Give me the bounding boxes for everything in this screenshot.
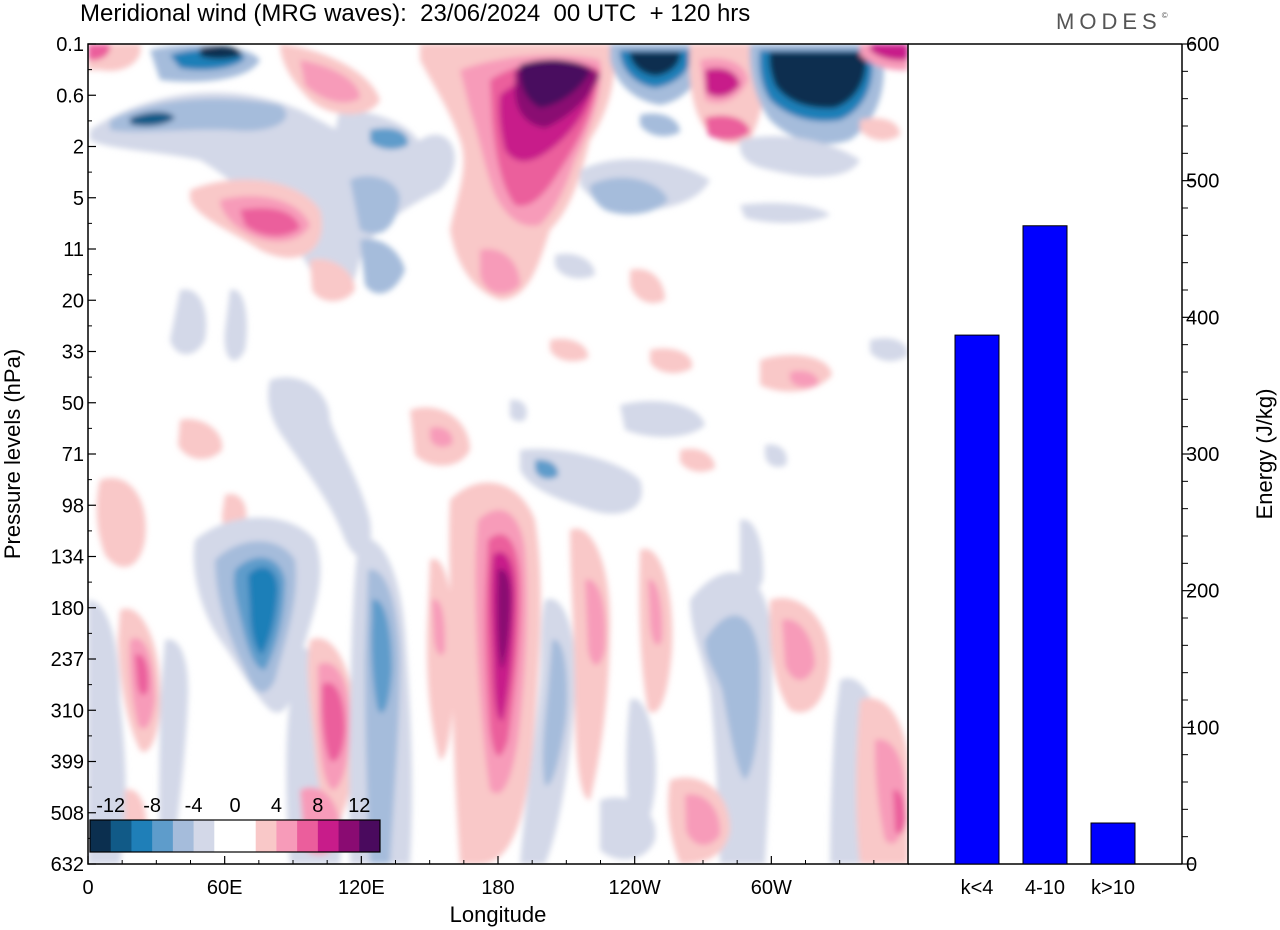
y-tick-label: 2: [73, 137, 84, 159]
colorbar-swatch: [131, 820, 153, 852]
bar-y-tick-label: 0: [1186, 854, 1197, 876]
heatmap-y-axis-title: Pressure levels (hPa): [0, 349, 25, 559]
colorbar-swatch: [338, 820, 360, 852]
energy-bar: [1022, 225, 1068, 865]
y-tick-label: 632: [51, 854, 84, 876]
colorbar-swatch: [235, 820, 257, 852]
colorbar-swatch: [90, 820, 112, 852]
colorbar-swatch: [152, 820, 174, 852]
y-tick-label: 237: [51, 649, 84, 671]
bar-y-tick-label: 400: [1186, 307, 1219, 329]
y-tick-label: 50: [62, 393, 84, 415]
y-tick-label: 180: [51, 598, 84, 620]
colorbar-swatch: [317, 820, 340, 852]
colorbar-swatch: [359, 820, 381, 852]
colorbar: -12 -8 -4 0 4 8 12: [89, 795, 381, 853]
y-tick-label: 0.6: [56, 85, 84, 107]
energy-bar: [954, 334, 1000, 865]
chart-title: Meridional wind (MRG waves): 23/06/2024 …: [80, 0, 751, 27]
colorbar-swatch: [110, 820, 132, 852]
colorbar-frame: [89, 819, 381, 853]
energy-bar: [1090, 822, 1136, 865]
colorbar-swatch: [193, 820, 215, 852]
bar-y-tick-label: 600: [1186, 34, 1219, 56]
brand-mark: ©: [1161, 11, 1168, 20]
heatmap-x-axis: 0 60E 120E 180 120W 60W: [82, 856, 875, 899]
bar-category-label: k<4: [961, 877, 994, 899]
x-tick-label: 0: [82, 877, 93, 899]
bar-y-tick-label: 500: [1186, 171, 1219, 193]
bar-y-tick-label: 100: [1186, 717, 1219, 739]
heatmap-x-axis-title: Longitude: [450, 902, 547, 927]
y-tick-label: 0.1: [56, 34, 84, 56]
colorbar-label: 12: [348, 795, 370, 817]
x-tick-label: 180: [481, 877, 514, 899]
y-tick-label: 310: [51, 700, 84, 722]
brand-logo: MODES©: [1056, 9, 1168, 35]
y-tick-label: 98: [62, 495, 84, 517]
x-tick-label: 120E: [338, 877, 385, 899]
colorbar-swatch: [276, 820, 298, 852]
colorbar-label: 0: [229, 795, 240, 817]
colorbar-swatch: [255, 820, 277, 852]
bar-y-axis-title: Energy (J/kg): [1252, 389, 1277, 520]
bar-x-axis: k<4 4-10 k>10: [961, 877, 1135, 899]
bar-category-label: k>10: [1091, 877, 1135, 899]
colorbar-label: 4: [271, 795, 282, 817]
bar-series: [954, 225, 1136, 865]
colorbar-swatch: [297, 820, 319, 852]
y-tick-label: 20: [62, 290, 84, 312]
y-tick-label: 11: [63, 239, 84, 261]
bar-y-tick-label: 300: [1186, 444, 1219, 466]
colorbar-swatch: [172, 820, 195, 852]
y-tick-label: 5: [73, 188, 84, 210]
brand-text: MODES: [1056, 9, 1162, 34]
y-tick-label: 399: [51, 752, 84, 774]
colorbar-swatch: [214, 820, 236, 852]
bar-y-axis: 0 100 200 300 400 500 600: [1182, 34, 1219, 876]
colorbar-label: -8: [143, 795, 161, 817]
heatmap-field: [88, 44, 908, 864]
heatmap-y-axis: 0.1 0.6 2 5 11 20 33 50 71 98 134 180 237 310 399 508 63…: [51, 34, 96, 876]
bar-category-label: 4-10: [1025, 877, 1065, 899]
colorbar-label: -4: [185, 795, 203, 817]
y-tick-label: 508: [51, 803, 84, 825]
colorbar-label: 8: [312, 795, 323, 817]
y-tick-label: 134: [51, 547, 84, 569]
x-tick-label: 60W: [751, 877, 792, 899]
x-tick-label: 120W: [609, 877, 661, 899]
y-tick-label: 71: [62, 444, 84, 466]
x-tick-label: 60E: [207, 877, 243, 899]
bar-y-tick-label: 200: [1186, 581, 1219, 603]
y-tick-label: 33: [62, 342, 84, 364]
colorbar-label: -12: [96, 795, 125, 817]
